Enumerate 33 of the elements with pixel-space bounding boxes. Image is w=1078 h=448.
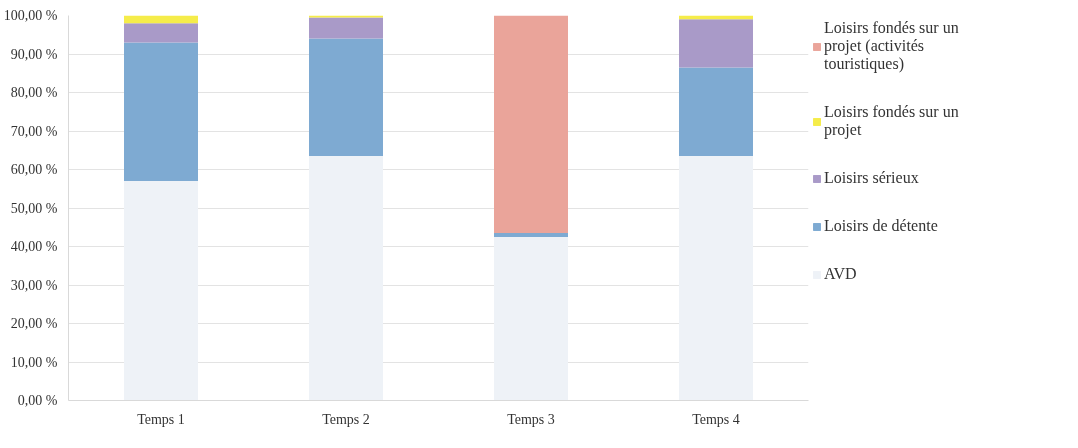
bar — [309, 156, 383, 401]
y-tick-label: 50,00 % — [10, 200, 58, 216]
bar — [124, 42, 198, 182]
y-tick-label: 90,00 % — [10, 46, 58, 62]
x-tick-label: Temps 4 — [692, 411, 740, 427]
bar — [679, 156, 753, 401]
bar — [124, 23, 198, 43]
bar — [309, 17, 383, 39]
bar — [679, 67, 753, 157]
x-tick-label: Temps 1 — [137, 411, 185, 427]
y-tick-label: 10,00 % — [10, 354, 58, 370]
bar — [124, 181, 198, 401]
x-tick-label: Temps 2 — [322, 411, 370, 427]
y-tick-label: 0,00 % — [17, 393, 58, 408]
legend-label: Loisirs sérieux — [824, 169, 919, 187]
y-tick-label: 60,00 % — [10, 162, 58, 177]
bar — [309, 38, 383, 157]
x-tick-label: Temps 3 — [507, 411, 555, 427]
y-tick-label: 100,00 % — [3, 8, 58, 23]
y-tick-label: 40,00 % — [10, 239, 58, 254]
y-tick-label: 30,00 % — [10, 277, 58, 293]
legend-label: AVD — [824, 265, 857, 283]
y-tick-label: 80,00 % — [10, 85, 58, 100]
legend-label: Loisirs fondés sur un projet (activités touristiques) — [824, 19, 959, 73]
y-tick-label: 70,00 % — [10, 123, 58, 139]
bar — [494, 233, 568, 237]
bar — [124, 15, 198, 24]
legend-label: Loisirs fondés sur un projet — [824, 103, 959, 139]
bar — [494, 236, 568, 401]
y-tick-label: 20,00 % — [10, 316, 58, 331]
bar — [679, 19, 753, 68]
legend-label: Loisirs de détente — [824, 217, 938, 235]
bar — [494, 15, 568, 234]
